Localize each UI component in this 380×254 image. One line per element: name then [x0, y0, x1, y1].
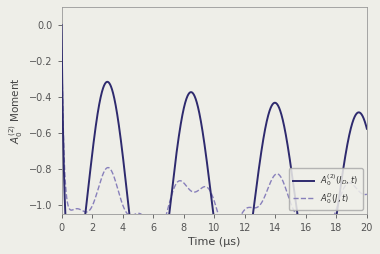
$A_0^{(2)}(I_D, t)$: [188, 91, 192, 94]
Line: $A_0^{(2)}(I_D, t)$: $A_0^{(2)}(I_D, t)$: [62, 25, 367, 254]
$A_0^{D}(J, t)$: [340, 190, 345, 193]
$A_0^{D}(J, t)$: [190, 190, 195, 193]
$A_0^{D}(J, t)$: [355, 188, 360, 191]
X-axis label: Time (μs): Time (μs): [188, 237, 241, 247]
Y-axis label: $A_0^{(2)}$ Moment: $A_0^{(2)}$ Moment: [7, 77, 25, 144]
$A_0^{D}(J, t)$: [281, 181, 286, 184]
$A_0^{(2)}(I_D, t)$: [355, 111, 360, 114]
$A_0^{(2)}(I_D, t)$: [340, 173, 345, 176]
$A_0^{(2)}(I_D, t)$: [204, 159, 209, 162]
$A_0^{D}(J, t)$: [188, 188, 192, 192]
$A_0^{D}(J, t)$: [226, 235, 231, 238]
Legend: $A_0^{(2)}(I_D, t)$, $A_0^{D}(J, t)$: $A_0^{(2)}(I_D, t)$, $A_0^{D}(J, t)$: [289, 168, 363, 210]
$A_0^{(2)}(I_D, t)$: [281, 121, 286, 124]
$A_0^{D}(J, t)$: [364, 193, 369, 196]
$A_0^{D}(J, t)$: [59, 23, 64, 26]
$A_0^{(2)}(I_D, t)$: [59, 23, 64, 26]
Line: $A_0^{D}(J, t)$: $A_0^{D}(J, t)$: [62, 25, 367, 236]
$A_0^{D}(J, t)$: [204, 185, 209, 188]
$A_0^{(2)}(I_D, t)$: [190, 91, 195, 94]
$A_0^{(2)}(I_D, t)$: [364, 127, 369, 130]
